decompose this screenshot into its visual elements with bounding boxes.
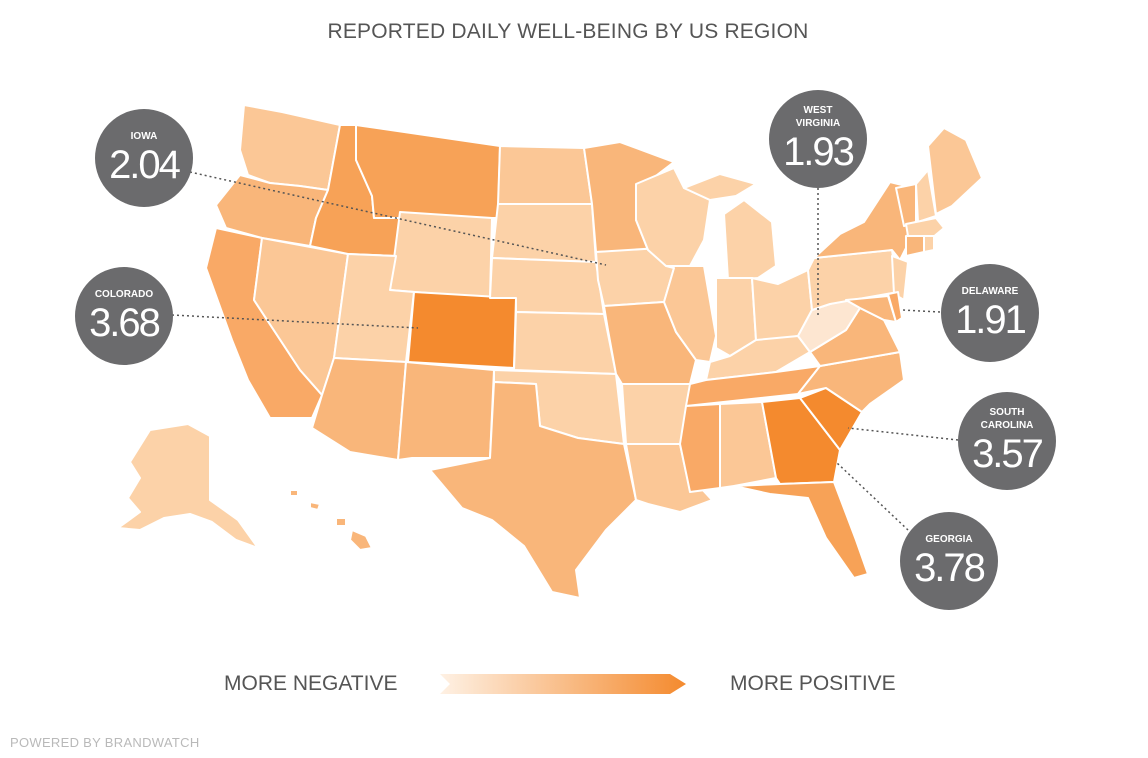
callout-south-carolina-value: 3.57	[972, 432, 1044, 476]
callout-west-virginia: WEST VIRGINIA 1.93	[769, 90, 867, 188]
state-connecticut[interactable]	[905, 235, 925, 257]
state-washington[interactable]	[239, 104, 341, 191]
state-michigan-up[interactable]	[683, 173, 757, 201]
state-montana[interactable]	[355, 124, 501, 219]
state-alabama[interactable]	[719, 401, 777, 489]
callout-delaware: DELAWARE 1.91	[941, 264, 1039, 362]
state-new-jersey[interactable]	[891, 255, 909, 301]
callout-delaware-value: 1.91	[955, 297, 1027, 342]
callout-west-virginia-name: WEST VIRGINIA	[795, 105, 841, 129]
state-north-dakota[interactable]	[497, 145, 593, 205]
state-michigan[interactable]	[723, 199, 777, 281]
delaware-connector	[901, 309, 941, 313]
legend-positive-label: MORE POSITIVE	[730, 672, 896, 695]
callout-colorado: COLORADO 3.68	[75, 267, 173, 365]
state-florida[interactable]	[733, 481, 869, 579]
callout-colorado-value: 3.68	[89, 300, 161, 345]
state-new-mexico[interactable]	[397, 361, 495, 461]
state-mississippi[interactable]	[679, 403, 721, 493]
map-title: REPORTED DAILY WELL-BEING BY US REGION	[327, 20, 809, 43]
colorado-connector	[171, 314, 419, 329]
callout-south-carolina: SOUTH CAROLINA 3.57	[958, 392, 1056, 490]
callout-south-carolina-name: SOUTH CAROLINA	[980, 407, 1034, 431]
state-alaska[interactable]	[117, 423, 259, 549]
legend-negative-label: MORE NEGATIVE	[224, 672, 398, 695]
state-hawaii-maui[interactable]	[335, 517, 347, 527]
state-massachusetts[interactable]	[905, 217, 945, 239]
state-maine[interactable]	[927, 127, 983, 215]
state-hawaii-big-island[interactable]	[349, 529, 373, 551]
state-illinois[interactable]	[663, 265, 717, 363]
callout-iowa-value: 2.04	[109, 142, 181, 187]
iowa-connector	[189, 171, 607, 266]
callout-delaware-name: DELAWARE	[961, 285, 1019, 297]
legend-gradient-arrow	[440, 674, 686, 694]
georgia-connector	[835, 461, 909, 531]
callout-georgia-value: 3.78	[914, 545, 986, 590]
state-hawaii-kauai[interactable]	[289, 489, 299, 497]
callout-georgia-name: GEORGIA	[925, 533, 973, 545]
state-kansas[interactable]	[513, 311, 617, 375]
state-new-hampshire[interactable]	[915, 169, 937, 223]
callout-iowa: IOWA 2.04	[95, 109, 193, 207]
callout-colorado-name: COLORADO	[94, 288, 154, 300]
state-delaware[interactable]	[887, 291, 903, 323]
state-hawaii-oahu[interactable]	[309, 501, 321, 511]
state-south-dakota[interactable]	[491, 203, 597, 263]
callout-iowa-name: IOWA	[130, 130, 158, 142]
state-colorado[interactable]	[407, 291, 517, 369]
state-new-york[interactable]	[813, 181, 909, 261]
callout-georgia: GEORGIA 3.78	[900, 512, 998, 610]
state-wyoming[interactable]	[389, 211, 493, 299]
state-texas[interactable]	[429, 381, 637, 599]
callout-west-virginia-value: 1.93	[783, 130, 855, 174]
state-maryland[interactable]	[845, 295, 897, 323]
south-carolina-connector	[847, 427, 959, 441]
powered-by-footer: POWERED BY BRANDWATCH	[10, 735, 200, 750]
state-rhode-island[interactable]	[923, 235, 935, 253]
